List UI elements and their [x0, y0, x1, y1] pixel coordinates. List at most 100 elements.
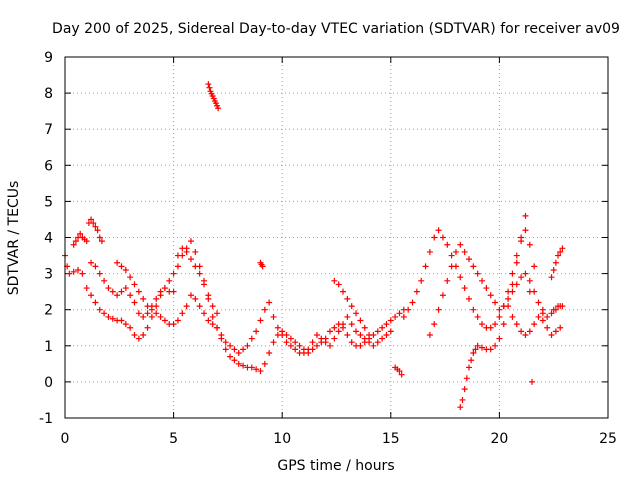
data-point-track-d	[192, 295, 199, 302]
data-point-track-h	[253, 328, 260, 335]
data-point-track-m	[470, 263, 477, 270]
y-tick-label: 2	[44, 303, 53, 319]
data-point-track-h	[387, 328, 394, 335]
data-point-track-l	[513, 252, 520, 259]
data-point-track-l	[474, 313, 481, 320]
data-point-track-h	[309, 339, 316, 346]
data-point-track-h	[235, 350, 242, 357]
data-point-track-e	[196, 270, 203, 277]
data-point-track-d	[148, 306, 155, 313]
data-point-track-c	[122, 285, 129, 292]
data-point-track-c	[161, 285, 168, 292]
data-point-track-g	[357, 342, 364, 349]
data-point-track-l	[418, 277, 425, 284]
data-point-track-f	[205, 81, 212, 88]
data-point-track-l	[465, 295, 472, 302]
data-point-track-g	[240, 362, 247, 369]
data-point-track-d	[127, 274, 134, 281]
data-point-track-l	[409, 299, 416, 306]
data-point-track-l	[487, 324, 494, 331]
data-point-track-d	[161, 317, 168, 324]
data-point-track-e	[214, 310, 221, 317]
data-point-track-h	[305, 346, 312, 353]
data-point-track-m	[426, 331, 433, 338]
data-point-track-m	[505, 295, 512, 302]
data-point-track-m	[479, 277, 486, 284]
data-point-track-h	[227, 342, 234, 349]
y-axis-label: SDTVAR / TECUs	[6, 181, 22, 296]
data-point-track-h	[353, 328, 360, 335]
data-point-track-j	[340, 288, 347, 295]
data-point-track-p	[539, 317, 546, 324]
data-point-track-c	[105, 285, 112, 292]
x-tick-label: 10	[273, 431, 291, 447]
data-point-track-o	[526, 328, 533, 335]
data-point-track-g	[331, 324, 338, 331]
data-point-track-n	[522, 212, 529, 219]
data-point-track-j	[331, 277, 338, 284]
data-point-track-b	[72, 238, 79, 245]
data-point-track-c	[157, 288, 164, 295]
data-point-track-l	[431, 234, 438, 241]
data-point-track-g	[396, 310, 403, 317]
data-point-track-n	[500, 321, 507, 328]
x-tick-label: 20	[490, 431, 508, 447]
axis-ticks	[64, 56, 609, 419]
data-point-track-h	[383, 331, 390, 338]
data-point-track-b	[90, 220, 97, 227]
data-point-track-a	[92, 299, 99, 306]
data-point-track-q	[550, 266, 557, 273]
data-point-track-a	[192, 248, 199, 255]
data-point-track-m	[431, 321, 438, 328]
data-point-track-l	[479, 321, 486, 328]
data-point-track-h	[361, 335, 368, 342]
data-point-track-n	[492, 342, 499, 349]
data-point-track-d	[179, 310, 186, 317]
data-point-track-b	[94, 227, 101, 234]
data-point-track-g	[253, 366, 260, 373]
data-point-track-d	[114, 259, 121, 266]
data-point-track-h	[244, 342, 251, 349]
data-point-track-a	[83, 285, 90, 292]
data-point-track-g	[266, 350, 273, 357]
data-point-track-e	[201, 281, 208, 288]
data-point-track-c	[131, 299, 138, 306]
data-point-track-h	[326, 342, 333, 349]
data-point-track-a	[88, 292, 95, 299]
data-point-track-h	[344, 313, 351, 320]
data-point-track-l	[509, 270, 516, 277]
data-point-track-l	[526, 241, 533, 248]
data-point-track-n	[465, 364, 472, 371]
data-point-track-h	[287, 342, 294, 349]
data-point-track-g	[248, 364, 255, 371]
data-point-track-g	[374, 328, 381, 335]
data-point-track-h	[313, 331, 320, 338]
y-tick-label: 1	[44, 339, 53, 355]
data-point-track-o	[544, 324, 551, 331]
data-point-track-n	[505, 303, 512, 310]
data-point-track-b	[88, 216, 95, 223]
data-point-track-a	[70, 268, 77, 275]
data-point-track-a	[144, 324, 151, 331]
data-point-track-d	[135, 288, 142, 295]
data-point-track-l	[435, 227, 442, 234]
data-point-track-n	[479, 344, 486, 351]
data-point-track-a	[122, 321, 129, 328]
data-point-track-a	[209, 313, 216, 320]
data-point-track-m	[474, 270, 481, 277]
data-point-track-n	[509, 281, 516, 288]
data-point-track-g	[287, 335, 294, 342]
data-point-track-o	[535, 313, 542, 320]
data-point-track-h	[335, 328, 342, 335]
data-point-track-b	[77, 230, 84, 237]
data-point-track-h	[274, 324, 281, 331]
data-point-track-c	[170, 288, 177, 295]
data-point-track-o	[539, 310, 546, 317]
data-point-track-b	[96, 234, 103, 241]
data-point-track-h	[218, 331, 225, 338]
y-tick-label: -1	[39, 411, 53, 427]
y-tick-label: 9	[44, 50, 53, 66]
data-point-track-h	[222, 339, 229, 346]
data-point-track-d	[209, 321, 216, 328]
data-point-track-l	[426, 248, 433, 255]
